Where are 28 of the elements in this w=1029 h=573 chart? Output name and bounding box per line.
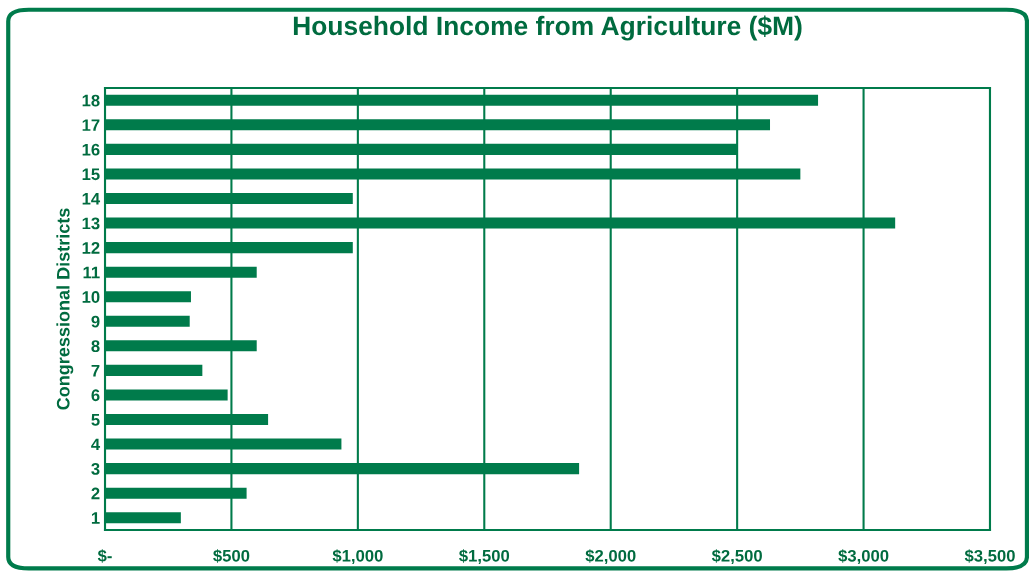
y-tick-label: 17: [82, 119, 100, 131]
y-tick-label: 1: [91, 512, 100, 524]
x-tick-label: $500: [213, 549, 250, 563]
y-axis-title: Congressional Districts: [56, 208, 74, 410]
x-tick-label: $1,000: [332, 549, 383, 565]
y-tick-label: 8: [91, 340, 100, 353]
y-tick-label: 7: [91, 364, 100, 377]
y-tick-label: 11: [83, 266, 100, 279]
y-tick-label: 9: [91, 315, 100, 328]
y-tick-label: 13: [82, 217, 100, 230]
x-tick-label: $2,000: [585, 549, 636, 565]
y-tick-label: 14: [82, 193, 101, 205]
y-tick-label: 15: [82, 168, 100, 181]
x-tick-label: $1,500: [459, 549, 510, 565]
x-tick-label: $3,000: [838, 549, 889, 565]
x-tick-label: $-: [97, 549, 112, 563]
y-tick-label: 2: [91, 487, 100, 500]
y-tick-label: 5: [91, 414, 100, 426]
y-tick-label: 12: [82, 242, 100, 254]
x-tick-label: $3,500: [964, 549, 1015, 565]
y-tick-label: 16: [82, 143, 100, 156]
y-tick-label: 3: [91, 463, 100, 475]
chart-title: Household Income from Agriculture ($M): [293, 15, 802, 41]
y-tick-label: 18: [82, 94, 100, 107]
y-tick-label: 6: [91, 389, 100, 402]
y-tick-label: 4: [91, 438, 101, 451]
x-tick-label: $2,500: [711, 549, 762, 565]
y-tick-label: 10: [82, 291, 100, 303]
